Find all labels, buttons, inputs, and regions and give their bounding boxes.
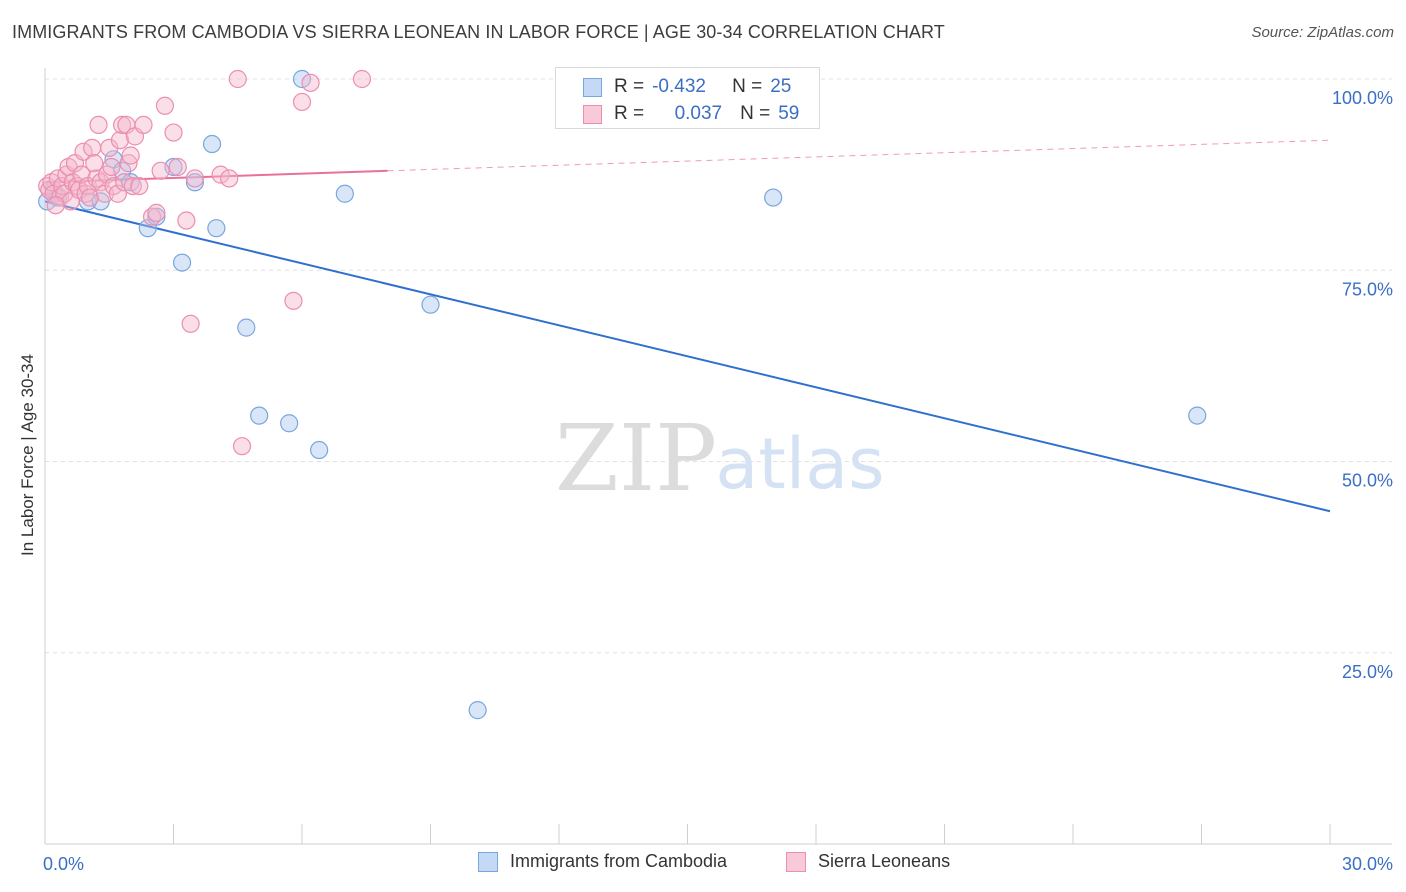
tick-labels: 25.0% 50.0% 75.0% 100.0% 0.0% 30.0% (43, 88, 1393, 874)
point-sierra-leonean (80, 188, 100, 207)
legend-r-value: -0.432 (652, 76, 706, 97)
point-sierra-leonean (130, 177, 149, 196)
point-sierra-leonean (83, 138, 102, 157)
point-sierra-leonean (155, 96, 175, 115)
legend-swatch-pink (583, 104, 602, 124)
y-tick-label: 100.0% (1332, 88, 1393, 108)
watermark: ZIP atlas (555, 405, 885, 512)
point-sierra-leonean (284, 291, 303, 310)
point-cambodia (421, 295, 440, 314)
x-tick-label: 30.0% (1342, 854, 1393, 874)
legend-swatch-blue (478, 851, 498, 872)
point-sierra-leonean (46, 196, 65, 215)
trend-line-cambodia (44, 200, 1331, 513)
legend-swatch-pink (786, 851, 806, 872)
legend-n-label: N = (740, 103, 771, 124)
point-sierra-leonean (134, 115, 153, 135)
point-sierra-leonean (352, 69, 372, 89)
point-sierra-leonean (292, 92, 312, 112)
point-sierra-leonean (177, 211, 196, 230)
point-cambodia (202, 134, 222, 154)
point-cambodia (280, 414, 299, 433)
point-sierra-leonean (181, 314, 200, 333)
point-cambodia (172, 253, 192, 272)
point-sierra-leonean (147, 203, 166, 222)
point-sierra-leonean (110, 131, 130, 150)
point-sierra-leonean (74, 142, 93, 161)
point-sierra-leonean (108, 184, 127, 203)
point-sierra-leonean (112, 115, 132, 135)
legend-r-label: R = (614, 103, 645, 124)
point-cambodia (335, 184, 354, 203)
point-sierra-leonean (102, 157, 121, 177)
data-points (38, 69, 1207, 720)
point-sierra-leonean (115, 173, 134, 192)
trend-line-sierra-leonean (44, 169, 388, 184)
legend-r-label: R = (614, 76, 645, 97)
point-sierra-leonean (121, 146, 140, 165)
legend-label-cambodia: Immigrants from Cambodia (510, 851, 728, 871)
point-sierra-leonean (228, 69, 247, 89)
point-cambodia (185, 173, 205, 192)
point-cambodia (207, 219, 226, 238)
legend-n-value: 59 (778, 103, 800, 124)
legend-item-cambodia[interactable]: Immigrants from Cambodia (478, 851, 727, 872)
correlation-legend: R = -0.432 N = 25 R = 0.037 N = 59 (555, 67, 820, 129)
legend-row-sierra-leoneans: R = 0.037 N = 59 (556, 101, 799, 127)
legend-item-sierra-leoneans[interactable]: Sierra Leoneans (786, 851, 950, 872)
y-tick-label: 75.0% (1342, 279, 1393, 299)
point-sierra-leonean (185, 169, 205, 188)
series-legend: Immigrants from Cambodia Sierra Leoneans (0, 851, 1406, 879)
point-cambodia (292, 69, 312, 89)
source-credit: Source: ZipAtlas.com (1251, 24, 1394, 41)
point-sierra-leonean (301, 73, 320, 92)
legend-row-cambodia: R = -0.432 N = 25 (556, 74, 791, 100)
point-sierra-leonean (232, 437, 252, 456)
legend-n-label: N = (732, 76, 763, 97)
point-sierra-leonean (211, 165, 230, 184)
legend-r-value: 0.037 (674, 103, 723, 124)
y-axis-label: In Labor Force | Age 30-34 (18, 354, 37, 556)
y-tick-label: 50.0% (1342, 471, 1393, 491)
x-tick-label: 0.0% (43, 854, 84, 874)
legend-swatch-blue (583, 77, 602, 97)
point-sierra-leonean (72, 165, 91, 184)
legend-label-sierra-leoneans: Sierra Leoneans (818, 851, 951, 871)
point-sierra-leonean (151, 161, 170, 180)
axes (44, 68, 1392, 845)
grid-lines (45, 78, 1392, 654)
point-sierra-leonean (85, 154, 104, 173)
watermark-atlas: atlas (715, 423, 884, 505)
point-cambodia (764, 188, 783, 207)
point-cambodia (147, 207, 166, 226)
trend-line-sierra-leonean-extension (387, 139, 1331, 172)
point-cambodia (310, 440, 329, 460)
point-sierra-leonean (89, 115, 108, 135)
trend-lines (44, 139, 1331, 513)
y-tick-label: 25.0% (1342, 662, 1393, 682)
point-cambodia (237, 318, 256, 337)
chart-title: IMMIGRANTS FROM CAMBODIA VS SIERRA LEONE… (12, 22, 945, 42)
legend-n-value: 25 (770, 76, 792, 97)
point-sierra-leonean (164, 123, 183, 142)
point-cambodia (468, 701, 487, 720)
point-sierra-leonean (220, 169, 239, 188)
point-cambodia (1188, 406, 1207, 425)
point-sierra-leonean (168, 157, 187, 177)
point-sierra-leonean (123, 177, 142, 196)
watermark-zip: ZIP (555, 405, 717, 512)
point-cambodia (250, 406, 269, 425)
